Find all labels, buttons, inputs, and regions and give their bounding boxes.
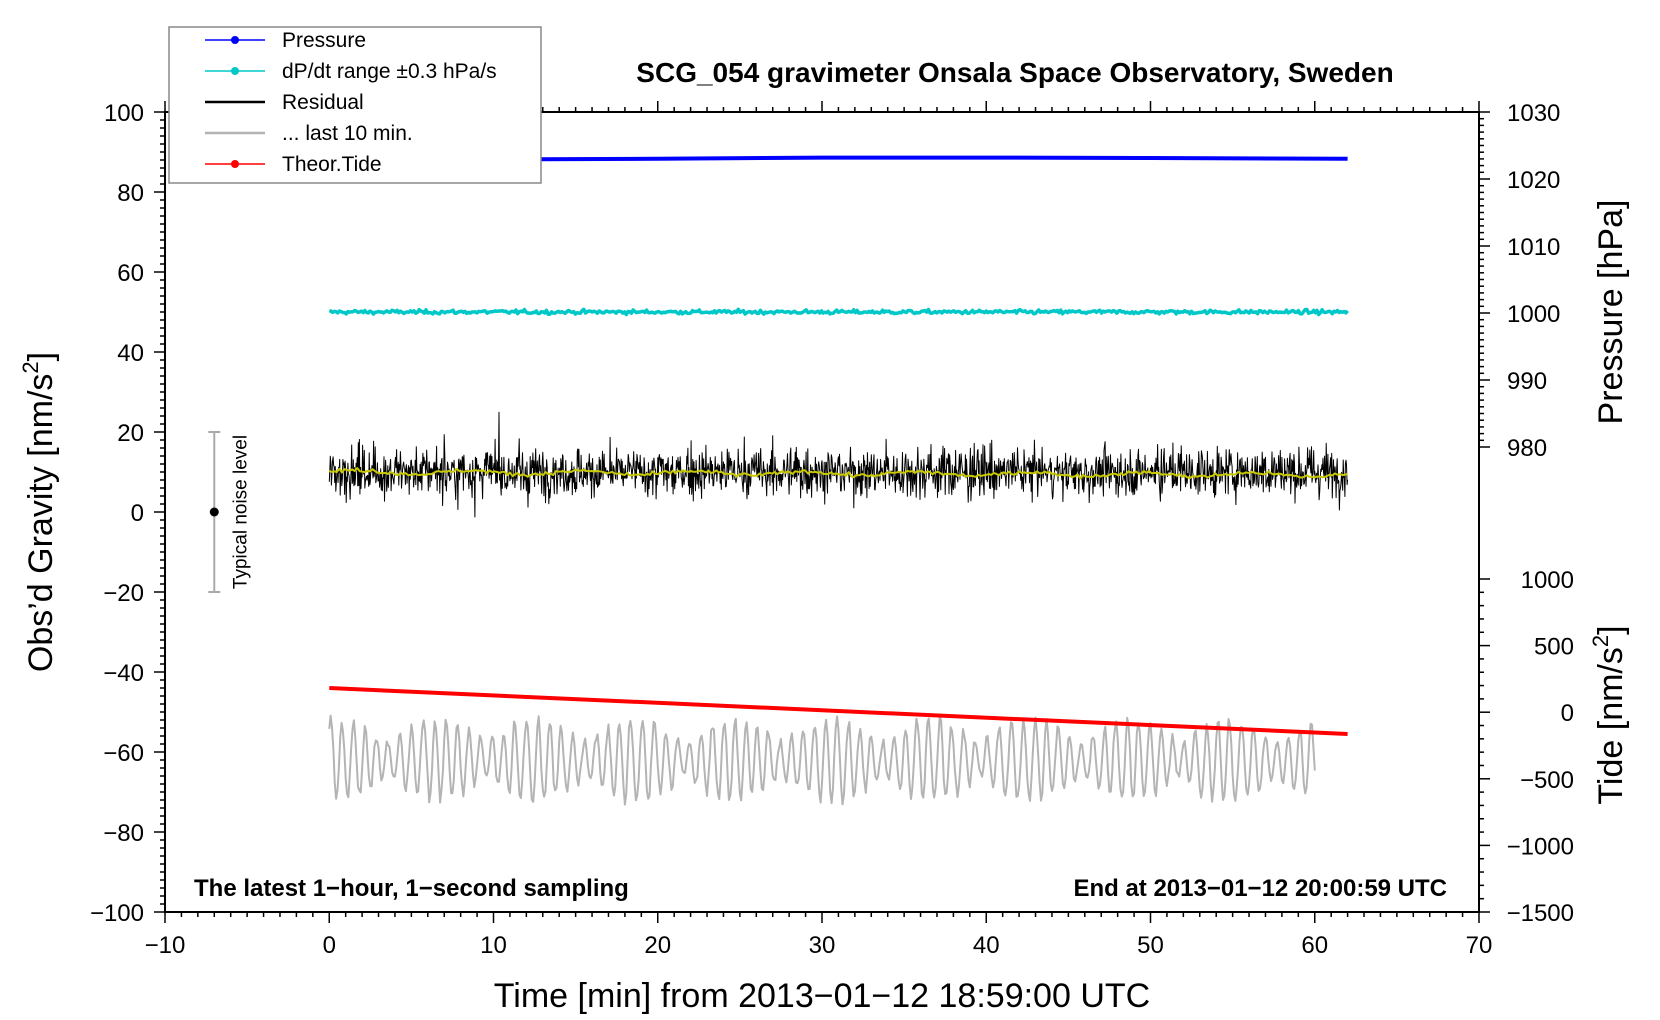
x-tick-label: 0 [323,932,336,959]
y-axis-title-gravity-main: Obs’d Gravity [nm/s [22,374,60,673]
legend-label-2: Residual [282,91,364,114]
legend-label-1: dP/dt range ±0.3 hPa/s [282,60,497,83]
y-tick-label: 100 [104,100,144,127]
series-5 [329,686,1348,736]
y-tick-label: −60 [103,740,144,767]
y-axis-title-gravity: Obs’d Gravity [nm/s2] [18,352,60,672]
minor-ticks [154,101,1490,923]
y-tick-label: −40 [103,660,144,687]
tide-tick-label: 500 [1534,634,1574,661]
series-1 [328,307,1349,317]
y-axis-title-tide: Tide [nm/s2] [1588,625,1630,804]
x-tick-label: 50 [1137,932,1164,959]
x-tick-label: −10 [145,932,186,959]
tide-tick-label: −1000 [1507,833,1574,860]
y-tick-label: −80 [103,820,144,847]
y-tick-label: 80 [117,180,144,207]
tide-tick-label: −500 [1520,767,1574,794]
x-tick-label: 60 [1301,932,1328,959]
x-tick-label: 40 [973,932,1000,959]
legend-marker-1 [231,67,239,75]
y-tick-label: 20 [117,420,144,447]
legend-label-4: Theor.Tide [282,153,382,176]
pressure-tick-label: 1020 [1507,167,1560,194]
x-tick-label: 20 [644,932,671,959]
legend: Pressure dP/dt range ±0.3 hPa/s Residual..… [168,26,542,184]
legend-label-0: Pressure [282,29,366,52]
y-tick-label: −100 [90,900,144,927]
pressure-tick-label: 1030 [1507,100,1560,127]
y-tick-label: 60 [117,260,144,287]
noise-bar-label: Typical noise level [230,435,251,589]
x-tick-label: 30 [809,932,836,959]
noise-level-bar: Typical noise level [208,431,251,593]
legend-label-3: ... last 10 min. [282,122,413,145]
x-tick-label: 70 [1466,932,1493,959]
noise-bar-point [209,507,219,517]
y-axis-title-tide-sup: 2 [1588,635,1613,647]
series-layer [328,155,1349,806]
y-tick-label: 0 [131,500,144,527]
series-3 [328,467,1348,480]
tide-tick-label: 0 [1561,700,1574,727]
y-axis-title-pressure: Pressure [hPa] [1592,200,1630,425]
ticks-layer: −10 0 10 20 30 40 50 60 70100806040200−20−40−60−… [90,100,1574,959]
y-tick-label: −20 [103,580,144,607]
note-right: End at 2013−01−12 20:00:59 UTC [1073,875,1447,902]
note-left: The latest 1−hour, 1−second sampling [194,875,629,902]
chart-title: SCG_054 gravimeter Onsala Space Observat… [636,57,1393,88]
y-axis-title-tide-close: ] [1592,625,1630,634]
x-tick-label: 10 [480,932,507,959]
legend-box [168,26,542,184]
series-2 [328,411,1349,518]
pressure-tick-label: 1000 [1507,301,1560,328]
tide-tick-label: 1000 [1521,567,1574,594]
legend-marker-4 [231,160,239,168]
y-axis-title-gravity-sup: 2 [18,361,43,373]
series-0 [329,155,1348,162]
tide-tick-label: −1500 [1507,900,1574,927]
pressure-tick-label: 980 [1507,435,1547,462]
y-axis-title-gravity-close: ] [22,352,60,361]
legend-marker-0 [231,36,239,44]
y-axis-title-tide-main: Tide [nm/s [1592,647,1630,804]
pressure-tick-label: 1010 [1507,234,1560,261]
x-axis-title: Time [min] from 2013−01−12 18:59:00 UTC [494,977,1150,1015]
y-tick-label: 40 [117,340,144,367]
pressure-tick-label: 990 [1507,368,1547,395]
